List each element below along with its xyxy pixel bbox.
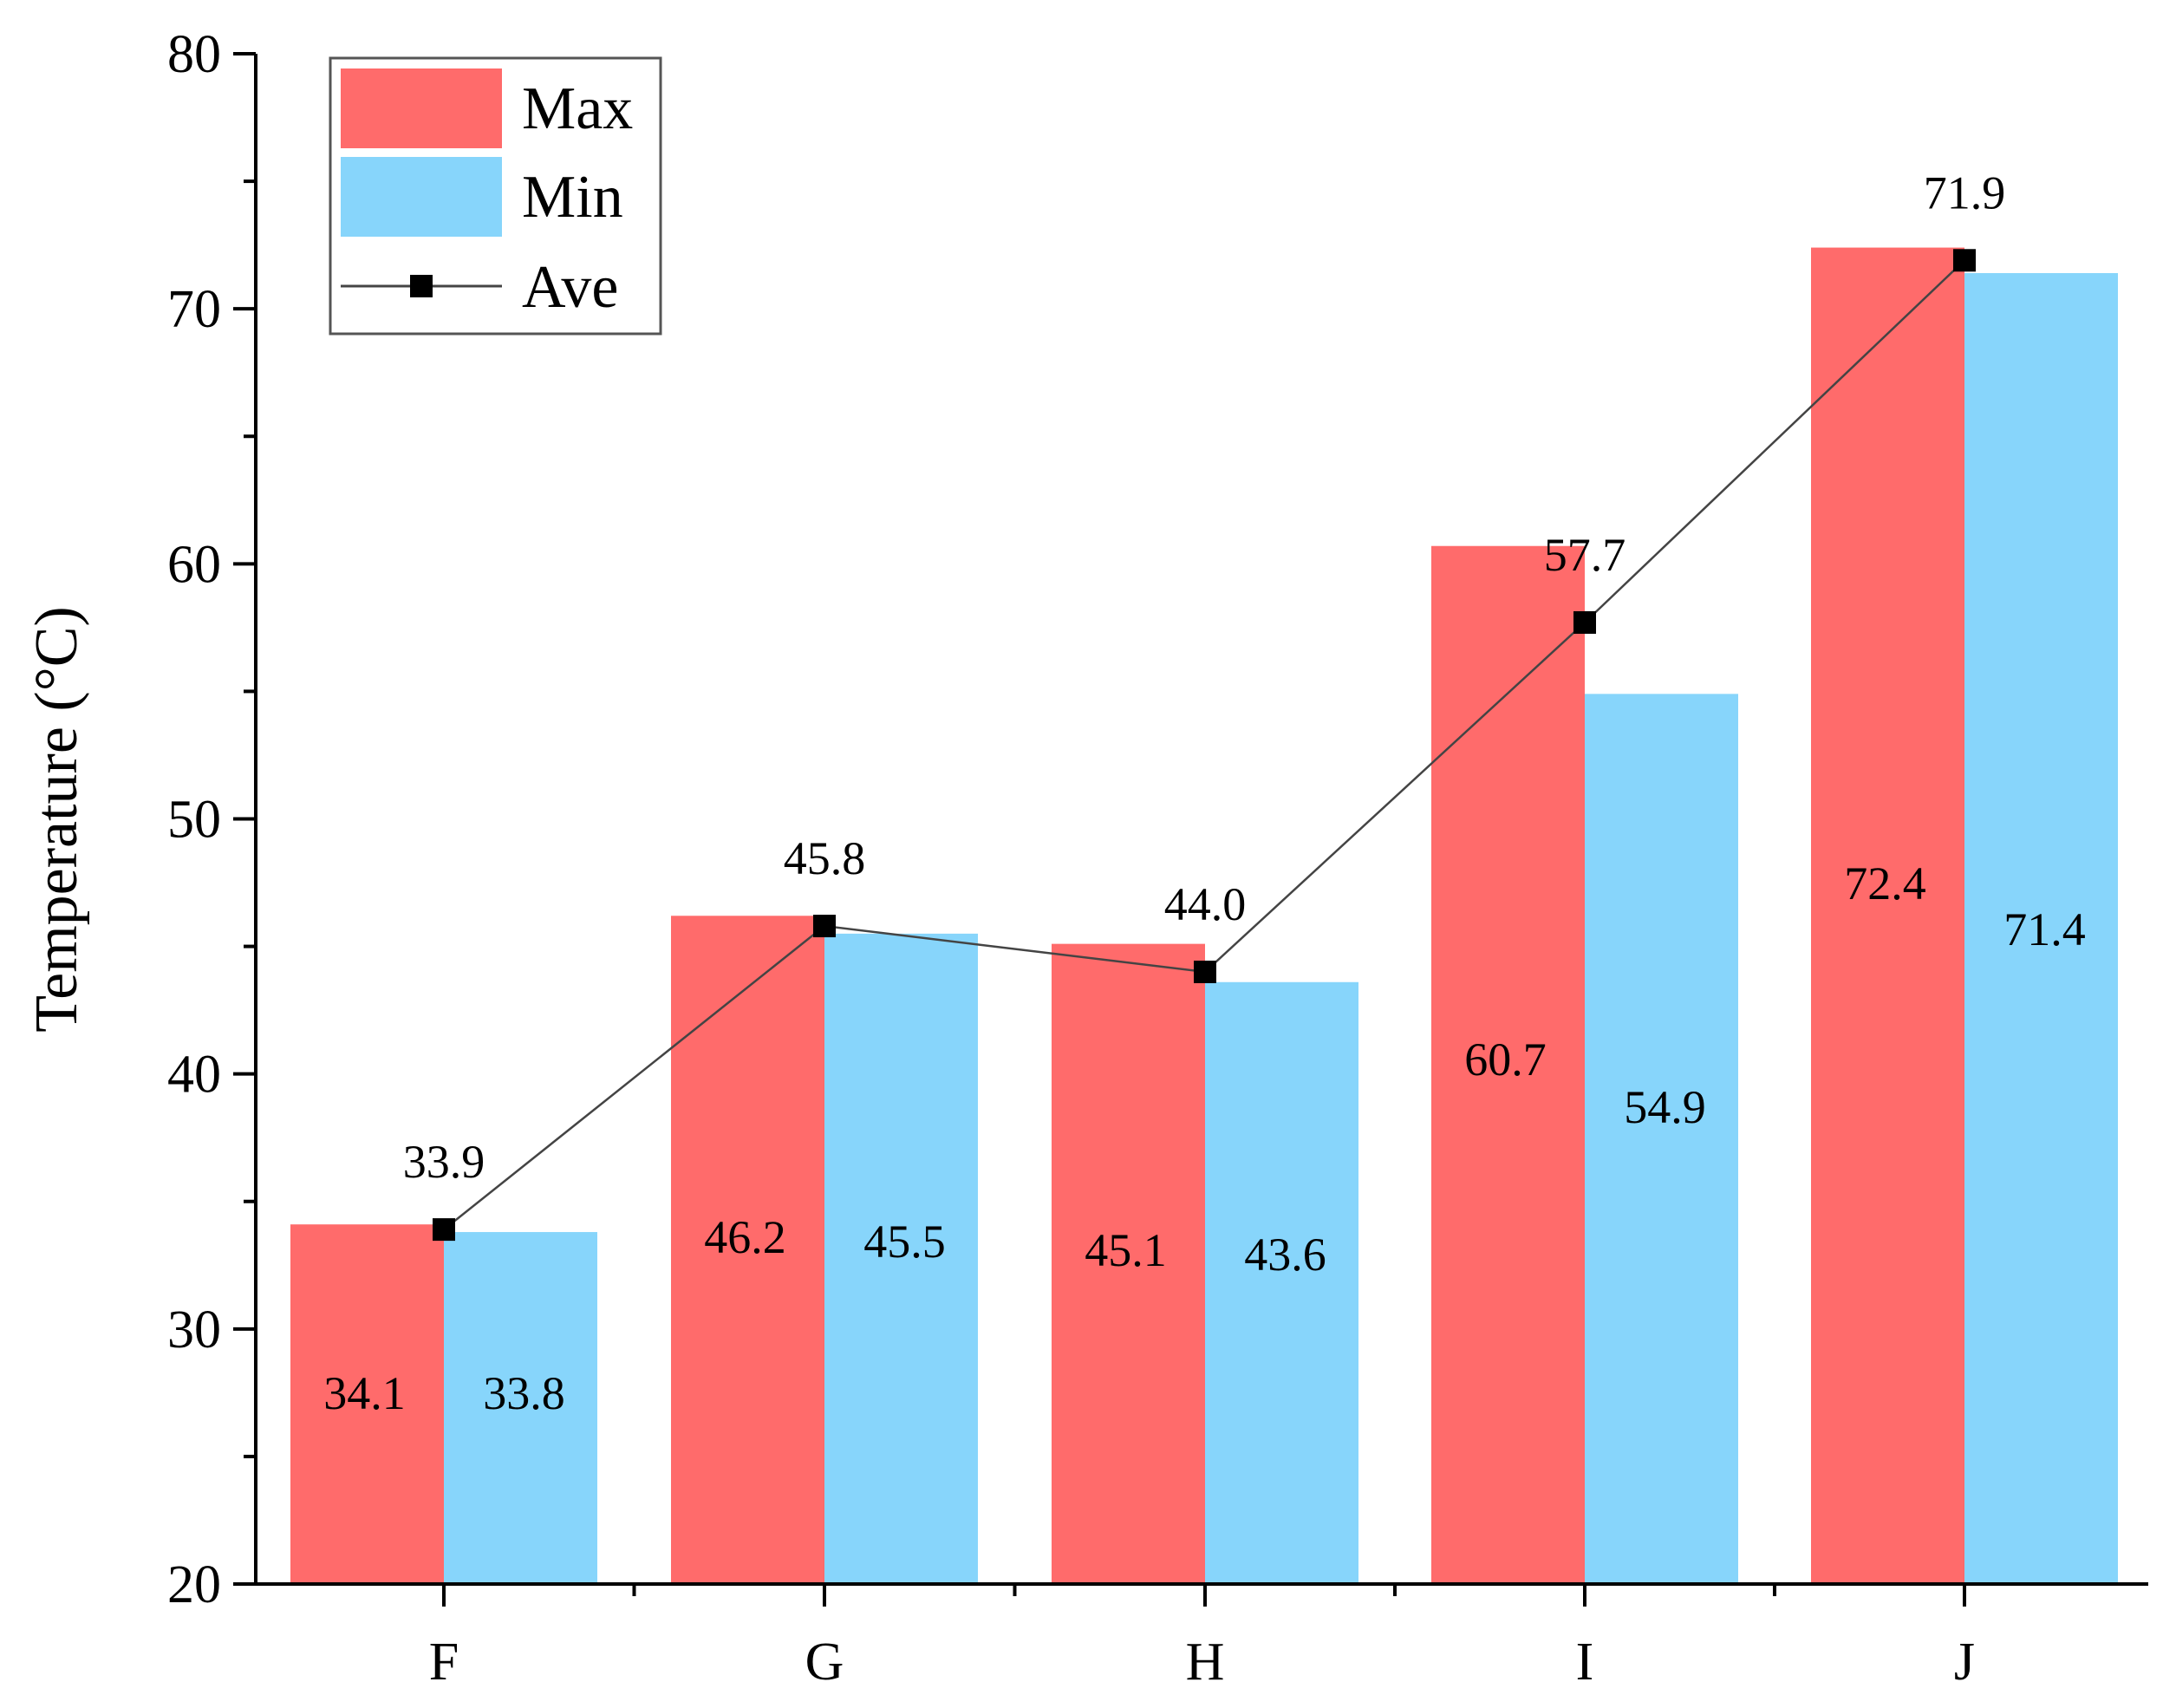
bar-min-G [824, 933, 978, 1584]
bar-max-H [1052, 943, 1205, 1584]
ave-value-label: 33.9 [403, 1136, 485, 1188]
ave-marker-F [433, 1218, 455, 1242]
ave-marker-G [813, 915, 836, 938]
bars-layer [290, 247, 2118, 1585]
max-value-label: 46.2 [704, 1211, 786, 1263]
ave-line-layer [433, 249, 1976, 1242]
max-value-label: 72.4 [1844, 857, 1926, 909]
max-value-label: 60.7 [1464, 1033, 1547, 1085]
labels-layer: 34.1 33.8 46.2 45.5 45.1 43.6 60.7 54.9 72.4 71.4… [323, 166, 2086, 1419]
ave-value-label: 44.0 [1164, 878, 1247, 930]
bar-min-H [1205, 981, 1358, 1584]
legend: Max Min Ave [329, 56, 662, 336]
x-tick-label: F [429, 1633, 459, 1692]
x-tick-label: G [805, 1633, 844, 1692]
y-axis-title: Temperature (°C) [23, 606, 90, 1032]
y-tick-label: 80 [167, 25, 221, 84]
y-tick-label: 30 [167, 1301, 221, 1359]
legend-label-ave: Ave [522, 254, 618, 321]
legend-swatch-min [341, 157, 502, 237]
axes-layer: 20 30 40 50 60 70 80 F G H I J Temperature (°C) [23, 25, 2148, 1692]
x-tick-label: I [1576, 1633, 1594, 1692]
bar-min-I [1585, 694, 1738, 1584]
min-value-label: 33.8 [483, 1367, 565, 1419]
y-tick-label: 40 [167, 1046, 221, 1105]
legend-marker-ave [410, 275, 433, 297]
bar-max-J [1811, 247, 1964, 1585]
ave-marker-H [1194, 961, 1216, 983]
max-value-label: 34.1 [323, 1367, 406, 1419]
ave-marker-J [1953, 249, 1976, 272]
ave-marker-I [1573, 610, 1596, 634]
x-tick-label: H [1186, 1633, 1225, 1692]
y-tick-label: 60 [167, 535, 221, 594]
bar-max-I [1431, 545, 1585, 1584]
bar-max-F [290, 1224, 444, 1584]
bar-min-J [1964, 272, 2118, 1584]
ave-value-label: 45.8 [784, 832, 866, 884]
min-value-label: 54.9 [1624, 1081, 1706, 1133]
x-tick-label: J [1954, 1633, 1975, 1692]
y-tick-label: 20 [167, 1555, 221, 1614]
legend-swatch-max [341, 68, 502, 148]
legend-label-min: Min [522, 164, 623, 231]
ave-value-label: 71.9 [1924, 166, 2006, 218]
bar-min-F [444, 1232, 597, 1584]
min-value-label: 71.4 [2003, 903, 2086, 955]
ave-value-label: 57.7 [1544, 529, 1626, 581]
legend-label-max: Max [522, 75, 633, 142]
min-value-label: 43.6 [1244, 1229, 1326, 1281]
max-value-label: 45.1 [1085, 1224, 1167, 1276]
min-value-label: 45.5 [863, 1216, 946, 1268]
y-tick-label: 70 [167, 280, 221, 339]
y-tick-label: 50 [167, 791, 221, 850]
